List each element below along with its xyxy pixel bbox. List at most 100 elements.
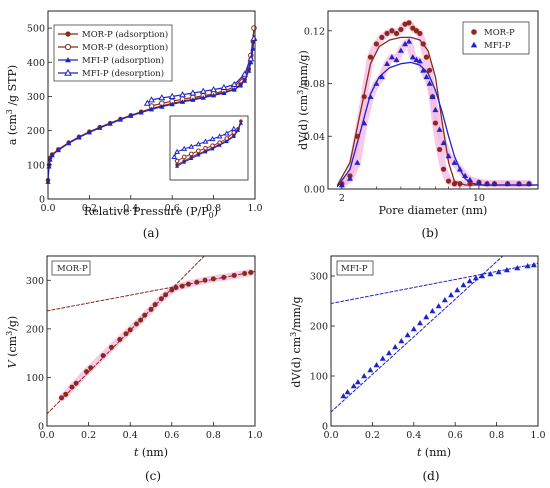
panel-b-data-point bbox=[361, 94, 367, 100]
panel-b-data-point bbox=[398, 26, 404, 33]
panel-a-inset-point bbox=[216, 133, 223, 139]
panel-b-data-point bbox=[384, 30, 390, 37]
panel-c-data-point bbox=[123, 331, 129, 337]
panel-d-plot-frame bbox=[330, 255, 539, 427]
panel-a-data-point bbox=[250, 34, 258, 41]
panel-a-data-point bbox=[179, 91, 187, 98]
panel-a-inset-point bbox=[202, 138, 209, 144]
panel-a-data-point bbox=[47, 157, 53, 162]
panel-a-data-point bbox=[169, 101, 175, 107]
panel-a-legend: MOR-P (adsorption) MOR-P (desorption) MFI-… bbox=[53, 24, 173, 82]
panel-c-ticks: 0.0 0.2 0.4 0.6 0.8 1.0 0 100 200 300 bbox=[26, 276, 263, 441]
panel-a-y-tick-label: 400 bbox=[27, 58, 45, 69]
panel-a-legend-marker bbox=[64, 43, 72, 51]
panel-d-data-point bbox=[398, 338, 405, 344]
panel-a-data-point bbox=[138, 109, 144, 115]
panel-b-data-point bbox=[338, 182, 345, 188]
panel-d-data-point bbox=[417, 320, 423, 326]
panel-b-x-tick-label: 10 bbox=[473, 193, 485, 204]
panel-a-inset-point bbox=[217, 143, 222, 147]
panel-c-data-point bbox=[138, 317, 144, 323]
panel-b-data-point bbox=[420, 41, 426, 47]
panel-b-data-point bbox=[445, 153, 452, 159]
panel-b-data-point bbox=[384, 60, 391, 66]
panel-c-x-tick-label: 0.6 bbox=[164, 430, 179, 441]
panel-b-data-point bbox=[426, 67, 433, 73]
panel-d-data-point bbox=[361, 373, 368, 379]
panel-b-data-point bbox=[389, 28, 395, 34]
panel-a-data-point bbox=[246, 68, 252, 73]
panel-a-data-point bbox=[168, 92, 176, 99]
panel-c-data-point bbox=[185, 281, 191, 287]
panel-b-data-point bbox=[397, 47, 404, 53]
panel-b-data-point bbox=[445, 178, 452, 184]
panel-a-data-point bbox=[247, 55, 255, 62]
panel-a-data-point bbox=[179, 99, 186, 104]
panel-d-data-point bbox=[367, 367, 374, 373]
panel-c-data-point bbox=[221, 274, 227, 280]
panel-b-series-glow bbox=[338, 37, 533, 189]
panel-d-ticks: 0.0 0.2 0.4 0.6 0.8 1.0 0 100 200 300 bbox=[310, 272, 546, 442]
panel-a-data-point bbox=[220, 83, 228, 91]
panel-a-inset-point bbox=[209, 135, 216, 142]
panel-c-data-point bbox=[231, 272, 237, 278]
panel-c-data-point bbox=[133, 321, 139, 327]
panel-c-label: (c) bbox=[145, 469, 161, 483]
panel-b-data-point bbox=[393, 30, 400, 37]
panel-a-data-point bbox=[128, 113, 134, 118]
panel-c-data-point bbox=[59, 395, 65, 401]
panel-d-data-point bbox=[466, 278, 473, 284]
panel-c-data-point bbox=[210, 276, 216, 282]
panel-c-tag: MOR-P bbox=[57, 264, 88, 274]
panel-a-x-tick-label: 0.6 bbox=[165, 203, 180, 214]
panel-a-inset-point bbox=[196, 152, 201, 157]
panel-a-y-tick-label: 500 bbox=[27, 24, 45, 35]
panel-b-data-point bbox=[451, 159, 458, 165]
panel-b-label: (b) bbox=[421, 226, 438, 240]
panel-a-inset-point bbox=[188, 143, 195, 149]
panel-c-y-tick-label: 200 bbox=[26, 324, 44, 335]
panel-c-data-point bbox=[69, 384, 75, 390]
panel-c-data-point bbox=[100, 353, 106, 359]
panel-a-data-point bbox=[107, 121, 113, 126]
panel-d-x-tick-label: 1.0 bbox=[530, 430, 545, 441]
panel-c-data-point bbox=[117, 337, 123, 343]
panel-d-data-point bbox=[448, 292, 455, 298]
panel-a-legend-marker bbox=[64, 69, 72, 76]
panel-c-data-point bbox=[179, 283, 185, 289]
panel-a-data-point bbox=[97, 125, 103, 130]
panel-d-x-tick-label: 0.6 bbox=[448, 430, 463, 441]
panel-b-ticks: 2 10 0.00 0.04 0.08 0.12 bbox=[304, 26, 539, 204]
panel-d-x-tick-label: 0.0 bbox=[323, 430, 338, 441]
panel-c-x-axis-label: t (nm) bbox=[134, 446, 168, 459]
panel-d-y-tick-label: 300 bbox=[310, 272, 328, 283]
panel-c-data-point bbox=[108, 344, 114, 350]
panel-d-data-point bbox=[530, 262, 537, 268]
panel-a-inset-line bbox=[176, 120, 242, 166]
panel-a-data-point bbox=[148, 106, 155, 112]
panel-d-data-point bbox=[410, 326, 417, 332]
panel-b-data-point bbox=[429, 93, 436, 99]
panel-a-legend-entry: MOR-P (desorption) bbox=[58, 42, 168, 53]
panel-d-data-point bbox=[392, 344, 399, 350]
panel-a-inset-series-mor-p-adsorption bbox=[175, 119, 243, 167]
panel-c-data-point bbox=[194, 279, 200, 285]
panel-a-x-tick-label: 0.0 bbox=[40, 203, 55, 214]
panel-d-data-point bbox=[423, 314, 430, 320]
panel-a-x-tick-label: 1.0 bbox=[247, 203, 262, 214]
panel-c-x-tick-label: 0.4 bbox=[123, 430, 138, 441]
panel-a-inset-series-mor-p-desorption bbox=[174, 130, 237, 164]
panel-a-legend-entry: MFI-P (adsorption) bbox=[58, 55, 164, 66]
panel-a-data-point bbox=[143, 99, 151, 106]
panel-a-y-tick-label: 300 bbox=[27, 92, 45, 103]
panel-b-x-axis-label: Pore diameter (nm) bbox=[379, 204, 488, 217]
panel-a-data-point bbox=[221, 90, 227, 96]
panel-b-data-point bbox=[373, 80, 380, 86]
panel-c-plot-frame bbox=[46, 255, 256, 427]
panel-b-legend-box bbox=[462, 21, 530, 55]
panel-a-legend-entry: MFI-P (desorption) bbox=[58, 68, 164, 79]
panel-b-legend-entry: MOR-P bbox=[471, 28, 515, 38]
panel-b-legend-marker bbox=[471, 29, 477, 35]
panel-c-x-tick-label: 1.0 bbox=[247, 430, 262, 441]
panel-a-inset-point bbox=[210, 146, 215, 151]
